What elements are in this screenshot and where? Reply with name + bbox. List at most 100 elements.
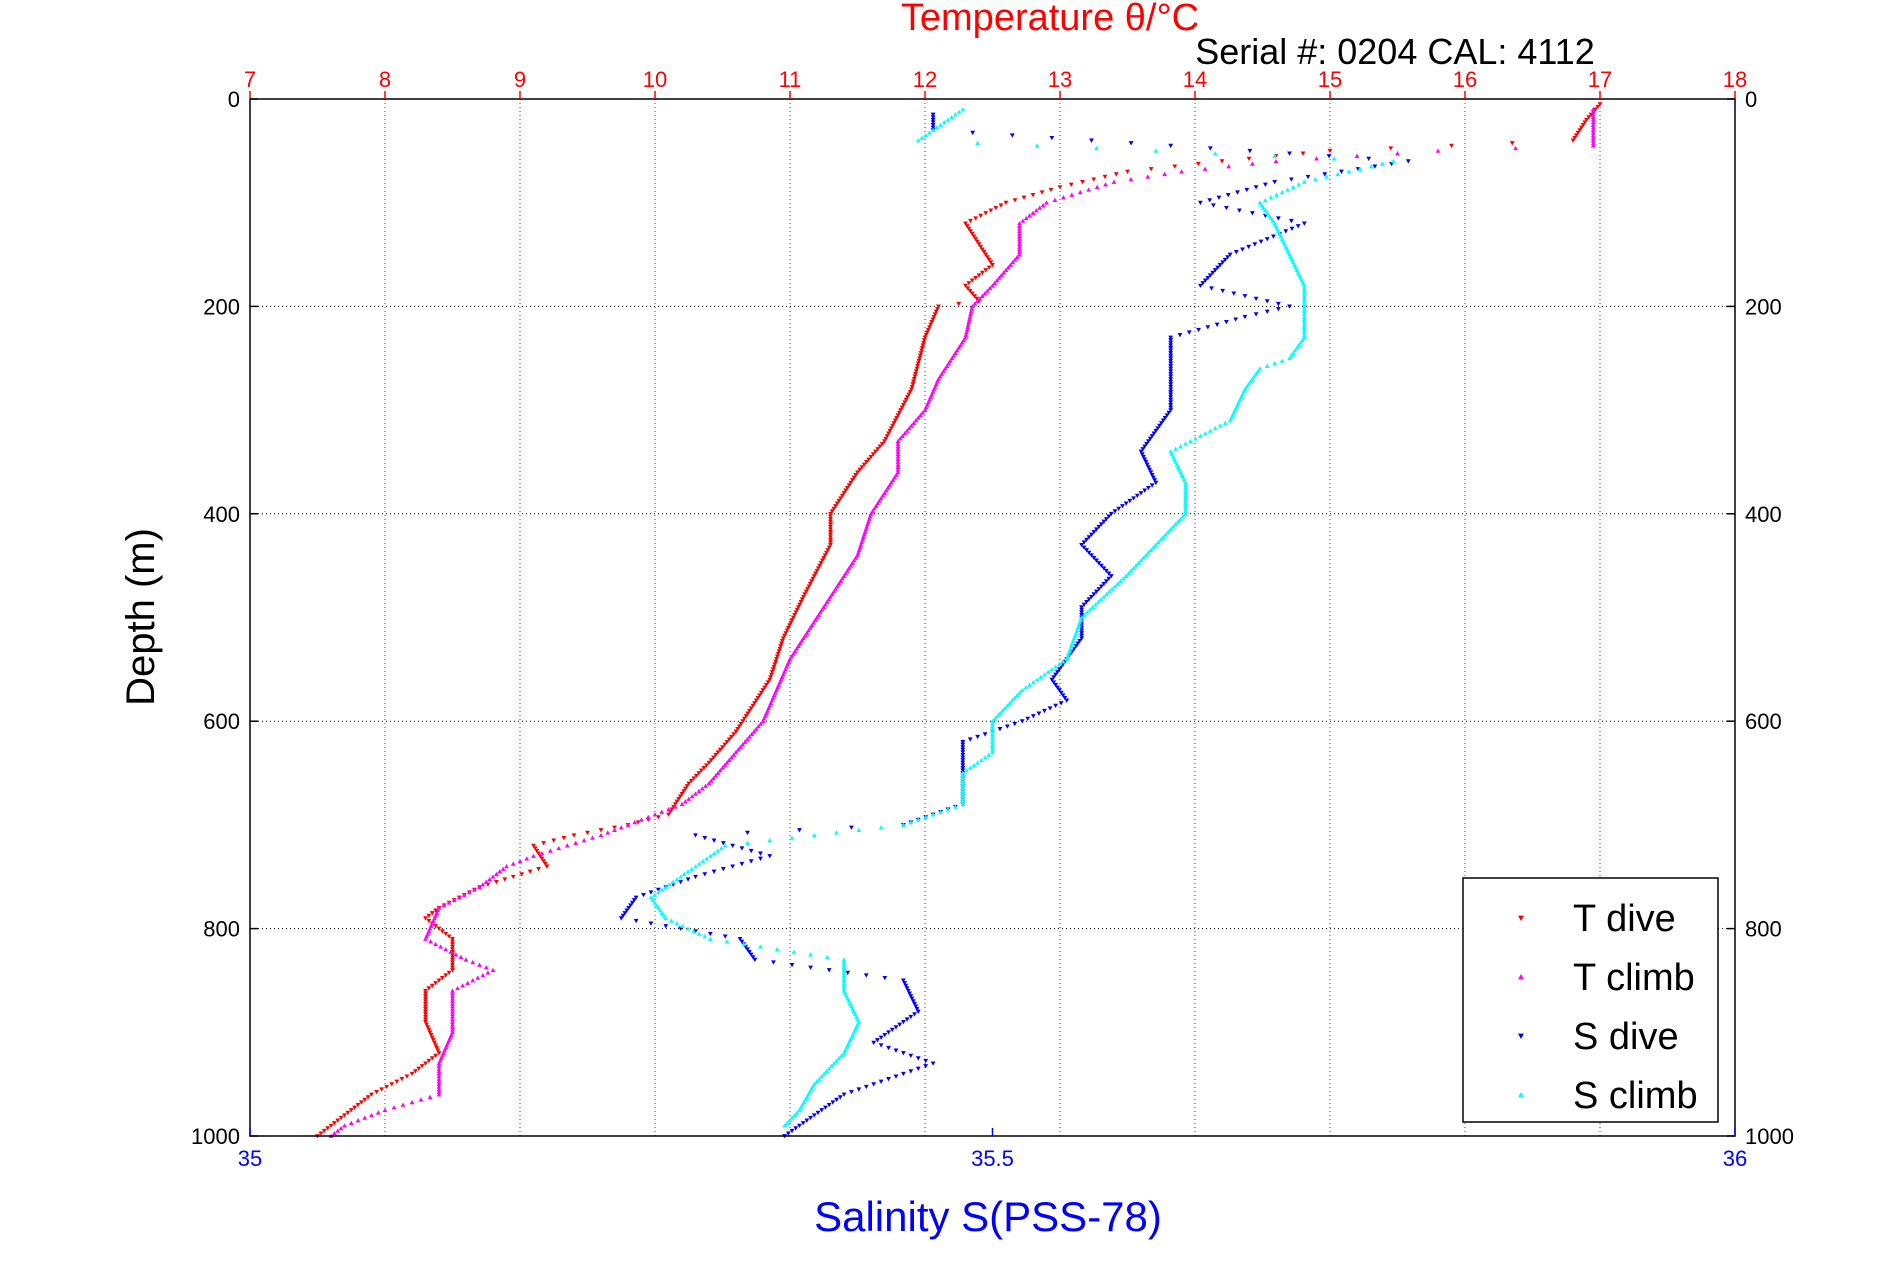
data-point xyxy=(1001,270,1007,275)
data-point xyxy=(556,845,562,851)
data-point xyxy=(856,1087,862,1092)
data-point xyxy=(841,985,847,991)
data-point xyxy=(1168,366,1174,372)
data-point xyxy=(318,1131,324,1136)
data-point xyxy=(1103,579,1109,584)
data-point xyxy=(748,952,754,957)
data-point xyxy=(738,721,744,727)
data-point xyxy=(917,353,923,359)
data-point xyxy=(1091,555,1097,561)
data-point xyxy=(750,955,756,960)
data-point xyxy=(751,729,757,734)
data-point xyxy=(742,739,748,744)
data-point xyxy=(826,596,832,602)
data-point xyxy=(960,786,966,791)
data-point xyxy=(1264,210,1270,215)
data-point xyxy=(719,845,724,851)
data-point xyxy=(426,986,432,991)
data-point xyxy=(960,783,966,788)
data-point xyxy=(819,1108,825,1113)
data-point xyxy=(987,285,993,291)
data-point xyxy=(1005,265,1011,270)
data-point xyxy=(906,425,912,431)
data-point xyxy=(992,280,998,285)
data-point xyxy=(977,296,983,301)
data-point xyxy=(659,809,665,814)
data-point xyxy=(745,840,750,845)
data-point xyxy=(973,216,979,221)
data-point xyxy=(837,1095,843,1100)
data-point xyxy=(1099,584,1104,589)
data-point xyxy=(1172,164,1178,169)
data-point xyxy=(1150,475,1156,480)
data-point xyxy=(828,594,833,599)
legend-label: S dive xyxy=(1573,1016,1679,1058)
data-point xyxy=(1590,132,1596,138)
data-point xyxy=(1017,241,1022,247)
data-point xyxy=(797,602,803,607)
data-point xyxy=(504,863,509,869)
data-point xyxy=(639,817,644,822)
data-point xyxy=(909,996,915,1001)
data-point xyxy=(1339,169,1344,174)
data-point xyxy=(904,428,910,433)
data-point xyxy=(1053,672,1059,677)
data-point xyxy=(1595,104,1601,110)
data-point xyxy=(1128,176,1134,182)
data-point xyxy=(822,553,828,558)
data-point xyxy=(703,783,709,788)
data-point xyxy=(841,962,847,967)
data-point xyxy=(771,960,776,965)
data-point xyxy=(448,949,454,954)
data-point xyxy=(1249,376,1255,381)
y-tick-label-right: 200 xyxy=(1745,294,1782,319)
data-point xyxy=(1366,156,1372,162)
data-point xyxy=(746,950,752,955)
data-point xyxy=(682,799,688,804)
data-point xyxy=(856,827,862,833)
data-point xyxy=(913,418,919,423)
data-point xyxy=(438,944,444,949)
data-point xyxy=(453,952,459,957)
data-point xyxy=(853,472,859,478)
data-point xyxy=(1153,428,1159,434)
data-point xyxy=(791,949,797,954)
data-point xyxy=(828,537,833,543)
data-point xyxy=(1120,576,1126,581)
data-point xyxy=(1084,609,1090,615)
data-point xyxy=(849,825,854,830)
data-point xyxy=(901,978,906,983)
data-point xyxy=(1590,117,1596,122)
data-point xyxy=(1205,275,1211,281)
data-point xyxy=(1290,184,1296,190)
data-point xyxy=(963,335,968,340)
data-point xyxy=(886,1030,891,1035)
data-point xyxy=(1183,506,1188,511)
data-point xyxy=(561,835,567,841)
data-point xyxy=(974,296,980,302)
data-point xyxy=(720,745,725,750)
data-point xyxy=(767,838,773,843)
data-point xyxy=(666,806,671,812)
data-point xyxy=(1240,247,1245,252)
data-point xyxy=(655,889,661,895)
data-point xyxy=(450,962,455,968)
data-point xyxy=(1101,594,1107,599)
data-point xyxy=(654,902,659,908)
top-tick-label: 7 xyxy=(244,67,256,92)
data-point xyxy=(1573,133,1579,138)
data-point xyxy=(1207,146,1213,151)
data-point xyxy=(1287,304,1292,309)
data-point xyxy=(1120,504,1125,509)
data-point xyxy=(1572,135,1578,141)
data-point xyxy=(436,1063,442,1068)
data-point xyxy=(778,644,784,649)
data-point xyxy=(828,535,833,540)
data-point xyxy=(436,1081,442,1087)
data-point xyxy=(1202,166,1208,171)
data-point xyxy=(928,322,934,327)
data-point xyxy=(830,1100,836,1105)
data-point xyxy=(915,138,921,143)
data-point xyxy=(328,1123,334,1129)
data-point xyxy=(895,456,901,462)
